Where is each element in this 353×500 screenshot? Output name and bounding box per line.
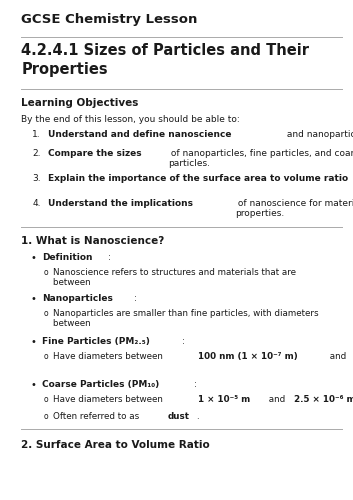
- Text: 3.: 3.: [32, 174, 41, 182]
- Text: of nanoparticles, fine particles, and coarse
particles.: of nanoparticles, fine particles, and co…: [168, 148, 353, 168]
- Text: o: o: [44, 308, 49, 318]
- Text: Explain the importance of the surface area to volume ratio: Explain the importance of the surface ar…: [48, 174, 348, 182]
- Text: Nanoparticles: Nanoparticles: [42, 294, 113, 302]
- Text: Often referred to as: Often referred to as: [53, 412, 142, 420]
- Text: 4.2.4.1 Sizes of Particles and Their
Properties: 4.2.4.1 Sizes of Particles and Their Pro…: [21, 42, 309, 76]
- Text: 2.5 × 10⁻⁶ m: 2.5 × 10⁻⁶ m: [294, 394, 353, 404]
- Text: o: o: [44, 268, 49, 276]
- Text: Learning Objectives: Learning Objectives: [21, 98, 139, 108]
- Text: Coarse Particles (PM₁₀): Coarse Particles (PM₁₀): [42, 380, 160, 388]
- Text: 4.: 4.: [32, 198, 41, 207]
- Text: 100 nm (1 × 10⁻⁷ m): 100 nm (1 × 10⁻⁷ m): [198, 352, 298, 360]
- Text: GCSE Chemistry Lesson: GCSE Chemistry Lesson: [21, 12, 198, 26]
- Text: 1. What is Nanoscience?: 1. What is Nanoscience?: [21, 236, 164, 246]
- Text: 1 × 10⁻⁵ m: 1 × 10⁻⁵ m: [198, 394, 251, 404]
- Text: and: and: [266, 394, 288, 404]
- Text: Understand and define nanoscience: Understand and define nanoscience: [48, 130, 231, 138]
- Text: By the end of this lesson, you should be able to:: By the end of this lesson, you should be…: [21, 114, 240, 124]
- Text: Understand the implications: Understand the implications: [48, 198, 193, 207]
- Text: 2.: 2.: [32, 148, 41, 158]
- Text: and nanoparticles.: and nanoparticles.: [285, 130, 353, 138]
- Text: .: .: [196, 412, 199, 420]
- Text: Have diameters between: Have diameters between: [53, 394, 166, 404]
- Text: o: o: [44, 394, 49, 404]
- Text: •: •: [30, 336, 36, 346]
- Text: :: :: [194, 380, 197, 388]
- Text: dust: dust: [168, 412, 190, 420]
- Text: o: o: [44, 412, 49, 420]
- Text: :: :: [134, 294, 137, 302]
- Text: •: •: [30, 252, 36, 262]
- Text: Nanoparticles are smaller than fine particles, with diameters
between: Nanoparticles are smaller than fine part…: [53, 308, 318, 328]
- Text: Definition: Definition: [42, 252, 93, 262]
- Text: :: :: [108, 252, 110, 262]
- Text: of nanoscience for material
properties.: of nanoscience for material properties.: [235, 198, 353, 218]
- Text: 2. Surface Area to Volume Ratio: 2. Surface Area to Volume Ratio: [21, 440, 210, 450]
- Text: and: and: [327, 352, 349, 360]
- Text: 1.: 1.: [32, 130, 41, 138]
- Text: Nanoscience refers to structures and materials that are
between: Nanoscience refers to structures and mat…: [53, 268, 296, 287]
- Text: :: :: [181, 336, 184, 345]
- Text: •: •: [30, 380, 36, 390]
- Text: o: o: [44, 352, 49, 360]
- Text: •: •: [30, 294, 36, 304]
- Text: Compare the sizes: Compare the sizes: [48, 148, 141, 158]
- Text: Have diameters between: Have diameters between: [53, 352, 166, 360]
- Text: Fine Particles (PM₂.₅): Fine Particles (PM₂.₅): [42, 336, 150, 345]
